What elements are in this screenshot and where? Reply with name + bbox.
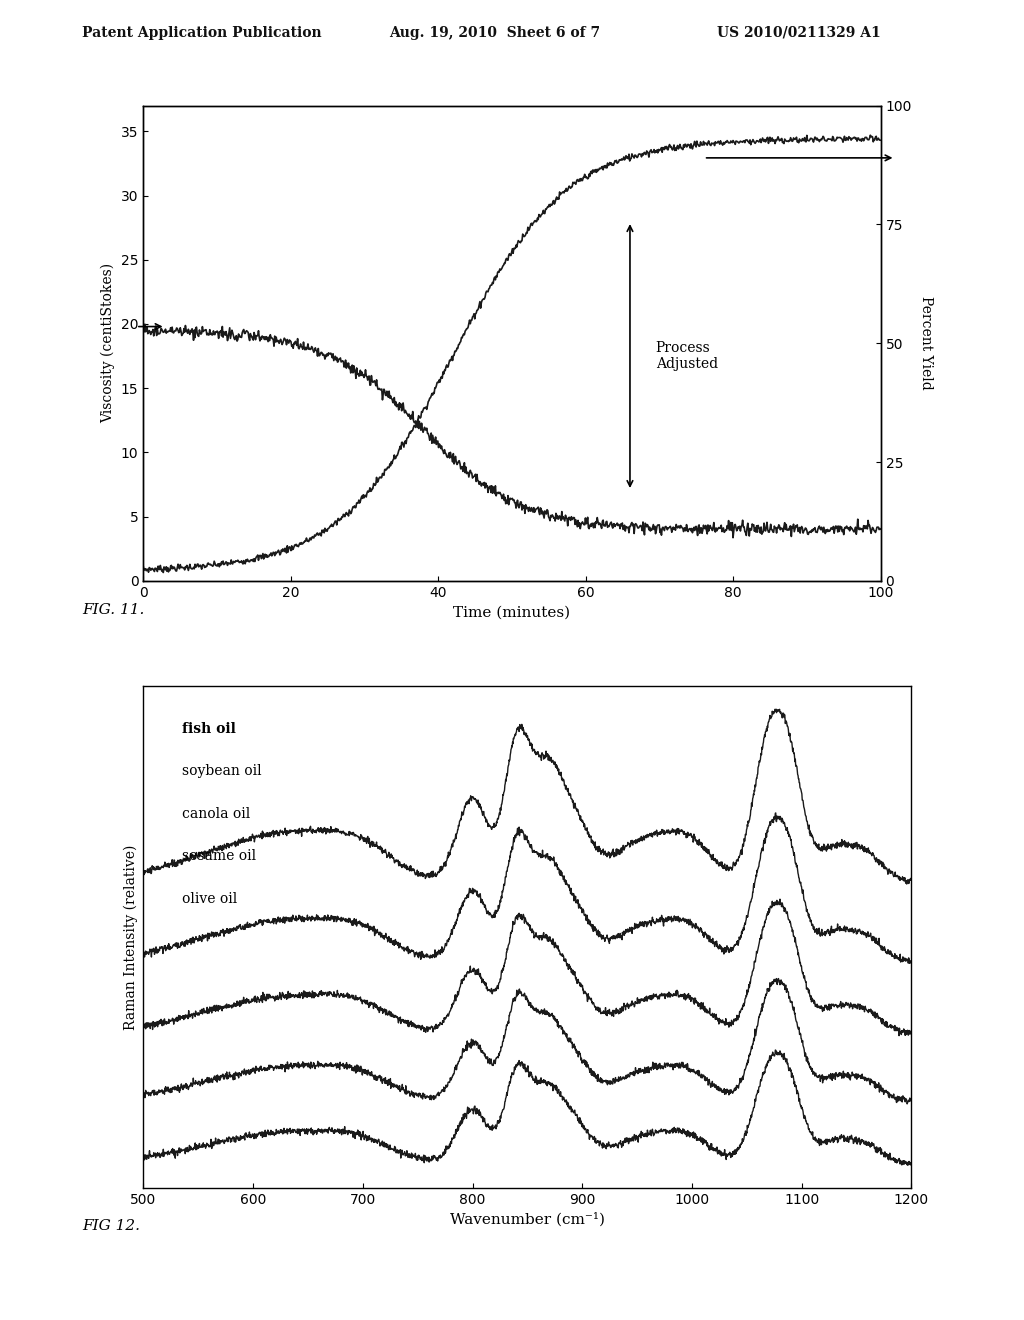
Text: fish oil: fish oil [182, 722, 236, 735]
Text: Process
Adjusted: Process Adjusted [655, 341, 718, 371]
Text: FIG 12.: FIG 12. [82, 1220, 140, 1233]
Text: FIG. 11.: FIG. 11. [82, 603, 144, 616]
Text: Patent Application Publication: Patent Application Publication [82, 26, 322, 40]
X-axis label: Time (minutes): Time (minutes) [454, 605, 570, 619]
Text: soybean oil: soybean oil [182, 764, 261, 779]
Text: olive oil: olive oil [182, 892, 237, 906]
Text: Aug. 19, 2010  Sheet 6 of 7: Aug. 19, 2010 Sheet 6 of 7 [389, 26, 600, 40]
Y-axis label: Viscosity (centiStokes): Viscosity (centiStokes) [101, 263, 116, 424]
X-axis label: Wavenumber (cm⁻¹): Wavenumber (cm⁻¹) [450, 1212, 605, 1226]
Text: US 2010/0211329 A1: US 2010/0211329 A1 [717, 26, 881, 40]
Text: canola oil: canola oil [182, 807, 250, 821]
Y-axis label: Raman Intensity (relative): Raman Intensity (relative) [124, 845, 138, 1030]
Text: sesame oil: sesame oil [182, 850, 256, 863]
Y-axis label: Percent Yield: Percent Yield [919, 296, 933, 391]
